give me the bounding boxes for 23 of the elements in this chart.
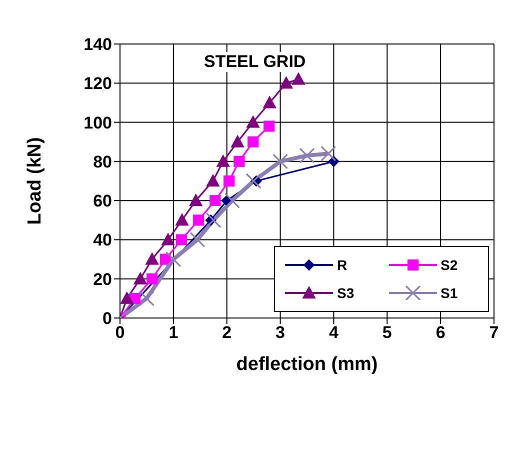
x-axis-title: deflection (mm) [236, 354, 378, 375]
x-tick-label: 7 [489, 323, 499, 342]
legend-label: R [337, 257, 348, 273]
text: STEEL GRID [204, 52, 306, 72]
x-tick-label: 0 [115, 323, 125, 342]
legend-label: S3 [337, 285, 354, 301]
y-tick-label: 120 [84, 74, 112, 94]
y-tick-label: 0 [102, 309, 112, 328]
x-tick-label: 6 [436, 323, 446, 342]
y-tick-label: 80 [93, 152, 112, 172]
legend-label: S2 [440, 257, 458, 273]
y-tick-label: 60 [93, 192, 112, 211]
y-tick-label: 140 [84, 35, 112, 54]
legend-label: S1 [440, 285, 458, 301]
x-tick-label: 5 [382, 323, 392, 342]
y-tick-label: 20 [93, 270, 112, 289]
x-tick-label: 2 [222, 323, 232, 342]
x-tick-label: 3 [276, 323, 286, 342]
y-axis-title: Load (kN) [24, 137, 46, 225]
y-tick-label: 100 [84, 113, 112, 132]
x-tick-label: 1 [168, 323, 178, 342]
y-tick-label: 40 [93, 230, 112, 250]
x-tick-label: 4 [328, 323, 339, 342]
